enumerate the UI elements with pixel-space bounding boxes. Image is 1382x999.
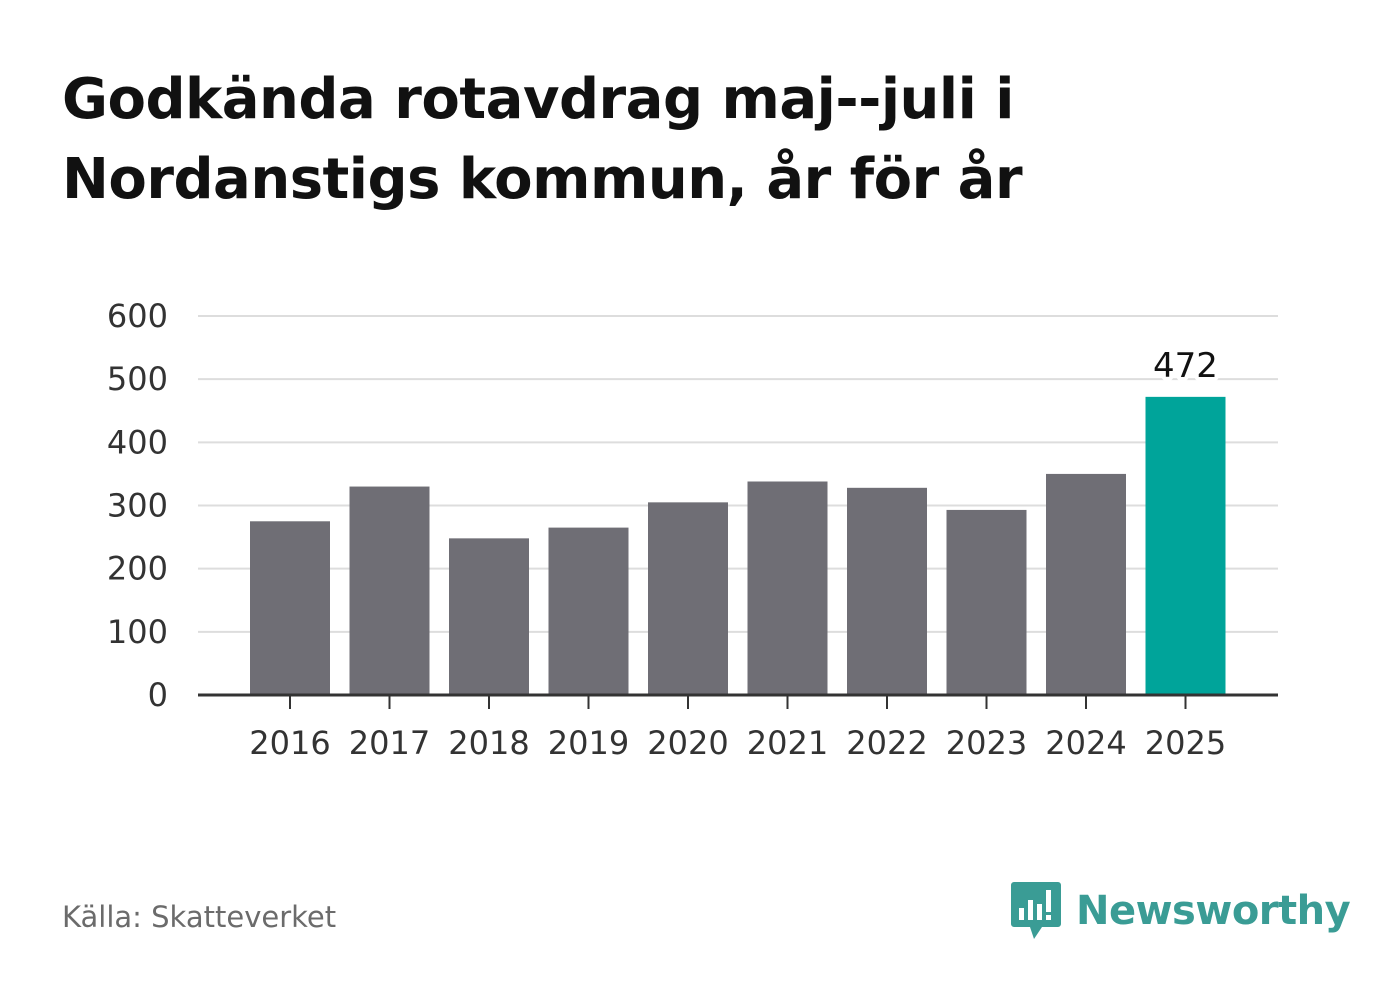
bar-chart: 0 100 200 300 400 500 600 2016 2017 2018 2019 2020… xyxy=(107,297,1278,762)
chart-title-line-1: Godkända rotavdrag maj--juli i xyxy=(62,67,1014,132)
x-tick-label: 2022 xyxy=(846,724,927,762)
x-tick-label: 2025 xyxy=(1145,724,1226,762)
y-tick-label: 500 xyxy=(107,360,168,398)
y-tick-label: 600 xyxy=(107,297,168,335)
x-axis xyxy=(198,693,1278,709)
bars xyxy=(250,396,1226,695)
bar-2023 xyxy=(946,509,1027,695)
x-tick-label: 2023 xyxy=(946,724,1027,762)
x-axis-tick-labels: 2016 2017 2018 2019 2020 2021 2022 2023 2024 2025 xyxy=(249,724,1226,762)
y-tick-label: 200 xyxy=(107,550,168,588)
x-tick-label: 2018 xyxy=(448,724,529,762)
x-tick-label: 2024 xyxy=(1045,724,1126,762)
bar-2018 xyxy=(449,538,529,695)
bar-2022 xyxy=(847,487,927,695)
bar-2025 xyxy=(1145,396,1226,695)
bar-2017 xyxy=(349,486,430,695)
source-note: Källa: Skatteverket xyxy=(62,900,337,934)
y-tick-label: 400 xyxy=(107,423,168,461)
bar-2016 xyxy=(250,521,330,695)
bar-2019 xyxy=(548,527,629,695)
y-tick-label: 100 xyxy=(107,613,168,651)
x-tick-label: 2016 xyxy=(249,724,330,762)
bar-2024 xyxy=(1046,473,1126,695)
x-tick-label: 2019 xyxy=(548,724,629,762)
brand-name: Newsworthy xyxy=(1076,888,1351,934)
y-axis-tick-labels: 0 100 200 300 400 500 600 xyxy=(107,297,168,714)
y-tick-label: 0 xyxy=(148,676,168,714)
x-tick-label: 2021 xyxy=(747,724,828,762)
bar-2020 xyxy=(648,502,728,695)
x-tick-label: 2020 xyxy=(647,724,728,762)
y-tick-label: 300 xyxy=(107,487,168,525)
chart-title: Godkända rotavdrag maj--juli i Nordansti… xyxy=(62,60,1262,220)
data-label: 472 xyxy=(1153,346,1218,386)
newsworthy-logo: Newsworthy xyxy=(1010,880,1351,942)
x-tick-label: 2017 xyxy=(349,724,430,762)
data-labels: 472 xyxy=(1149,342,1222,390)
bar-2021 xyxy=(747,481,828,695)
newsworthy-logo-icon xyxy=(1011,882,1061,939)
chart-title-line-2: Nordanstigs kommun, år för år xyxy=(62,147,1023,212)
